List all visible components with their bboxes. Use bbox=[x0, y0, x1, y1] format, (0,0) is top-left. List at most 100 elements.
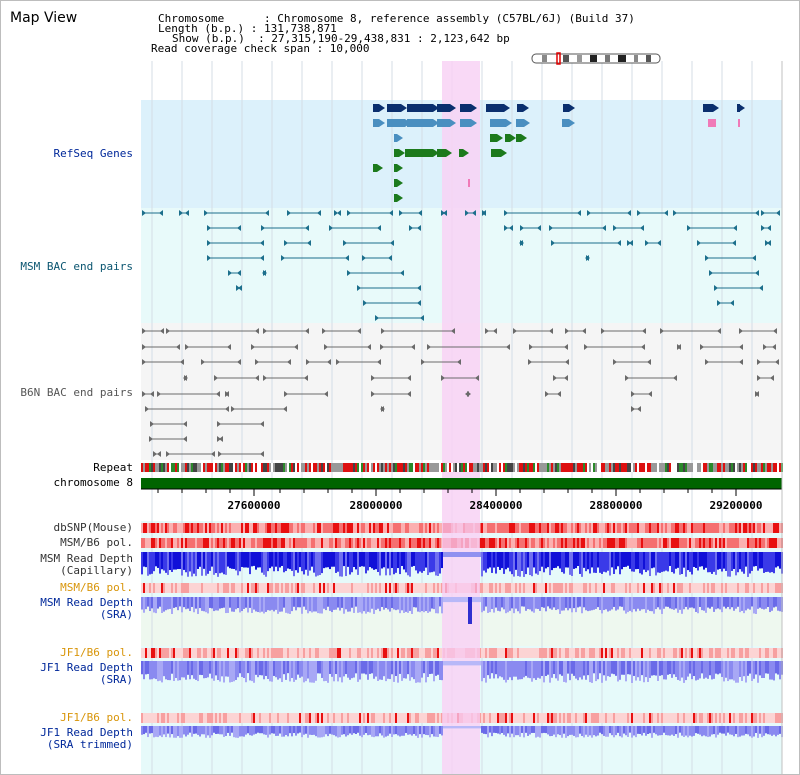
depth-bar bbox=[441, 597, 443, 614]
pol-cell bbox=[171, 538, 173, 548]
repeat-element bbox=[313, 463, 315, 472]
depth-bar bbox=[729, 597, 731, 610]
depth-bar bbox=[295, 726, 297, 736]
pol-cell bbox=[683, 538, 685, 548]
depth-bar bbox=[779, 726, 781, 734]
pol-cell bbox=[427, 648, 429, 658]
pol-cell bbox=[551, 538, 553, 548]
depth-bar bbox=[435, 726, 437, 737]
pol-cell bbox=[537, 523, 539, 533]
pol-cell bbox=[323, 713, 325, 723]
repeat-element bbox=[577, 463, 579, 472]
pol-cell bbox=[713, 713, 715, 723]
msm-bac-end-pair bbox=[519, 240, 524, 246]
pol-cell bbox=[733, 583, 735, 593]
track-label-msm-b6-pol-2[interactable]: MSM/B6 pol. bbox=[60, 581, 133, 594]
depth-bar bbox=[389, 726, 391, 734]
track-label-msm-depth-capillary[interactable]: MSM Read Depth (Capillary) bbox=[40, 552, 133, 577]
depth-bar bbox=[617, 726, 619, 733]
pol-cell bbox=[767, 523, 769, 533]
pol-cell bbox=[189, 713, 191, 723]
track-label-jf1-depth-sra[interactable]: JF1 Read Depth (SRA) bbox=[40, 661, 133, 686]
track-label-msm-depth-sra[interactable]: MSM Read Depth (SRA) bbox=[40, 596, 133, 621]
pol-cell bbox=[483, 583, 485, 593]
pol-cell bbox=[647, 648, 649, 658]
pol-cell bbox=[213, 538, 215, 548]
pol-cell bbox=[177, 648, 179, 658]
depth-bar bbox=[491, 661, 493, 674]
depth-bar bbox=[429, 726, 431, 738]
bac-end bbox=[371, 391, 375, 397]
depth-bar bbox=[417, 726, 419, 738]
depth-bar bbox=[195, 726, 197, 734]
pol-cell bbox=[617, 583, 619, 593]
depth-bar bbox=[557, 597, 559, 610]
pol-cell bbox=[357, 648, 359, 658]
pol-cell bbox=[567, 583, 569, 593]
pol-cell bbox=[563, 648, 565, 658]
pol-cell bbox=[235, 713, 237, 723]
pol-cell bbox=[423, 523, 425, 533]
depth-bar bbox=[543, 552, 545, 573]
repeat-element bbox=[667, 463, 669, 472]
track-label-jf1-depth-trimmed[interactable]: JF1 Read Depth (SRA trimmed) bbox=[40, 726, 133, 751]
repeat-element bbox=[467, 463, 469, 472]
pol-cell bbox=[619, 583, 621, 593]
track-label-b6n-bac[interactable]: B6N BAC end pairs bbox=[20, 386, 133, 399]
pol-cell bbox=[583, 648, 585, 658]
pol-cell bbox=[657, 583, 659, 593]
b6n-bac-end-pair bbox=[513, 328, 553, 334]
pol-cell bbox=[687, 713, 689, 723]
repeat-element bbox=[169, 463, 171, 472]
pol-cell bbox=[677, 523, 679, 533]
gene-strand-arrow bbox=[446, 149, 452, 157]
repeat-element bbox=[645, 463, 647, 472]
depth-bar bbox=[647, 552, 649, 571]
depth-bar bbox=[675, 552, 677, 569]
pol-cell bbox=[751, 538, 753, 548]
bac-end bbox=[755, 391, 759, 397]
length-info: Length (b.p.) : 131,738,871 bbox=[158, 22, 337, 35]
depth-bar bbox=[593, 552, 595, 573]
depth-bar bbox=[299, 552, 301, 568]
repeat-element bbox=[331, 463, 333, 472]
pol-cell bbox=[237, 538, 239, 548]
pol-cell bbox=[255, 523, 257, 533]
pol-cell bbox=[267, 538, 269, 548]
pol-cell bbox=[169, 713, 171, 723]
pol-cell bbox=[599, 523, 601, 533]
track-label-msm-bac[interactable]: MSM BAC end pairs bbox=[20, 260, 133, 273]
depth-bar bbox=[491, 597, 493, 609]
b6n-bac-end-pair bbox=[528, 359, 569, 365]
track-label-jf1-b6-pol-1[interactable]: JF1/B6 pol. bbox=[60, 646, 133, 659]
b6n-bac-end-pair bbox=[306, 359, 331, 365]
pol-cell bbox=[507, 648, 509, 658]
repeat-element bbox=[605, 463, 607, 472]
pol-cell bbox=[653, 583, 655, 593]
bac-end bbox=[504, 210, 508, 216]
track-label-dbsnp[interactable]: dbSNP(Mouse) bbox=[53, 521, 133, 534]
pol-cell bbox=[619, 538, 621, 548]
pol-cell bbox=[227, 583, 229, 593]
repeat-element bbox=[301, 463, 303, 472]
track-label-jf1-b6-pol-2[interactable]: JF1/B6 pol. bbox=[60, 711, 133, 724]
depth-bar bbox=[695, 726, 697, 734]
pol-cell bbox=[631, 648, 633, 658]
depth-bar bbox=[493, 552, 495, 568]
pol-cell bbox=[181, 538, 183, 548]
depth-bar bbox=[277, 597, 279, 614]
pol-cell bbox=[769, 538, 771, 548]
track-label-msm-b6-pol-1[interactable]: MSM/B6 pol. bbox=[60, 536, 133, 549]
depth-bar bbox=[203, 552, 205, 569]
depth-bar bbox=[525, 726, 527, 733]
repeat-element bbox=[639, 463, 641, 472]
pol-cell bbox=[545, 648, 547, 658]
track-label-refseq[interactable]: RefSeq Genes bbox=[53, 147, 133, 160]
repeat-element bbox=[305, 463, 307, 472]
depth-bar bbox=[173, 661, 175, 681]
pol-cell bbox=[721, 648, 723, 658]
repeat-element bbox=[657, 463, 659, 472]
pol-cell bbox=[581, 523, 583, 533]
depth-bar bbox=[397, 726, 399, 736]
